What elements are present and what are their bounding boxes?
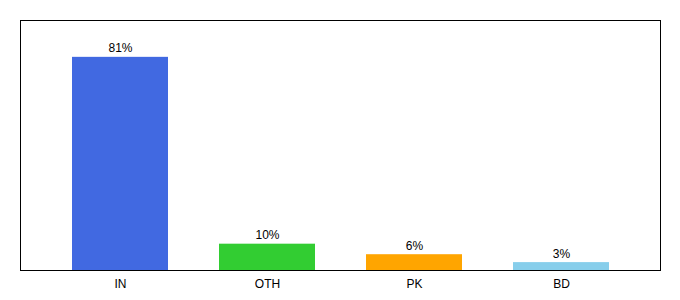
svg-text:3%: 3% bbox=[553, 247, 571, 261]
svg-text:6%: 6% bbox=[406, 239, 424, 253]
svg-text:PK: PK bbox=[406, 277, 422, 291]
svg-text:81%: 81% bbox=[108, 41, 132, 55]
svg-text:IN: IN bbox=[115, 277, 127, 291]
svg-text:10%: 10% bbox=[255, 228, 279, 242]
svg-text:BD: BD bbox=[553, 277, 570, 291]
svg-text:OTH: OTH bbox=[255, 277, 280, 291]
